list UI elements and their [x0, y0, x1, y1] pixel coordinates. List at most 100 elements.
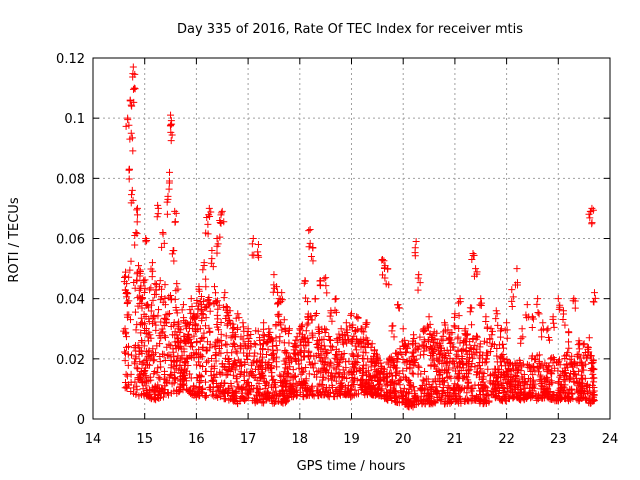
roti-point [410, 383, 418, 391]
roti-point [273, 346, 281, 354]
roti-point [528, 387, 536, 395]
roti-point [137, 347, 145, 355]
roti-point [350, 332, 358, 340]
roti-point [261, 377, 269, 385]
roti-point [296, 326, 304, 334]
roti-point [456, 339, 464, 347]
roti-point [123, 372, 131, 380]
roti-point [544, 394, 552, 402]
roti-point [174, 285, 182, 293]
roti-point [146, 354, 154, 362]
roti-point [213, 370, 221, 378]
roti-point [161, 375, 169, 383]
roti-point [254, 241, 262, 249]
roti-point [128, 102, 136, 110]
roti-point [472, 265, 480, 273]
roti-point [415, 363, 423, 371]
roti-point [313, 387, 321, 395]
roti-point [328, 317, 336, 325]
roti-point [128, 186, 136, 194]
roti-point [528, 313, 536, 321]
roti-point [334, 390, 342, 398]
roti-point [295, 364, 303, 372]
roti-point [197, 293, 205, 301]
roti-point [456, 387, 464, 395]
roti-point [476, 352, 484, 360]
roti-point [151, 387, 159, 395]
roti-point [298, 321, 306, 329]
roti-point [533, 300, 541, 308]
roti-point [554, 367, 562, 375]
roti-point [483, 323, 491, 331]
roti-point [209, 378, 217, 386]
roti-point [519, 360, 527, 368]
roti-point [348, 335, 356, 343]
roti-point [568, 352, 576, 360]
roti-point [212, 357, 220, 365]
roti-point [307, 361, 315, 369]
roti-point [278, 326, 286, 334]
roti-point [581, 374, 589, 382]
roti-point [155, 385, 163, 393]
roti-point [474, 381, 482, 389]
roti-point [232, 347, 240, 355]
roti-point [340, 390, 348, 398]
roti-point [129, 63, 137, 71]
roti-point [347, 393, 355, 401]
roti-point [435, 347, 443, 355]
roti-point [140, 278, 148, 286]
roti-point [553, 359, 561, 367]
roti-point [461, 397, 469, 405]
roti-point [287, 382, 295, 390]
roti-point [215, 387, 223, 395]
roti-point [121, 378, 129, 386]
roti-point [272, 387, 280, 395]
roti-point [493, 344, 501, 352]
roti-point [230, 397, 238, 405]
roti-point [344, 381, 352, 389]
roti-point [261, 384, 269, 392]
roti-point [153, 394, 161, 402]
roti-point [351, 374, 359, 382]
roti-point [303, 385, 311, 393]
roti-point [204, 230, 212, 238]
roti-point [431, 399, 439, 407]
roti-point [499, 340, 507, 348]
roti-point [591, 294, 599, 302]
roti-point [559, 316, 567, 324]
roti-point [252, 384, 260, 392]
roti-point [222, 371, 230, 379]
roti-point [316, 389, 324, 397]
roti-point [149, 314, 157, 322]
roti-point [293, 333, 301, 341]
roti-point [122, 383, 130, 391]
roti-point [228, 349, 236, 357]
roti-point [508, 377, 516, 385]
roti-point [177, 355, 185, 363]
roti-point [198, 317, 206, 325]
roti-point [483, 351, 491, 359]
roti-point [331, 374, 339, 382]
roti-point [468, 304, 476, 312]
roti-point [250, 352, 258, 360]
roti-point [458, 384, 466, 392]
roti-point [379, 256, 387, 264]
roti-point [395, 304, 403, 312]
roti-point [199, 363, 207, 371]
roti-point [579, 341, 587, 349]
roti-point [574, 388, 582, 396]
roti-point [268, 337, 276, 345]
roti-point [148, 259, 156, 267]
roti-point [397, 387, 405, 395]
roti-point [453, 373, 461, 381]
roti-point [138, 319, 146, 327]
roti-point [140, 369, 148, 377]
roti-point [222, 332, 230, 340]
roti-point [450, 313, 458, 321]
roti-point [466, 366, 474, 374]
roti-point [493, 352, 501, 360]
roti-point [206, 386, 214, 394]
roti-point [394, 398, 401, 406]
roti-point [497, 327, 505, 335]
roti-point [156, 277, 164, 285]
